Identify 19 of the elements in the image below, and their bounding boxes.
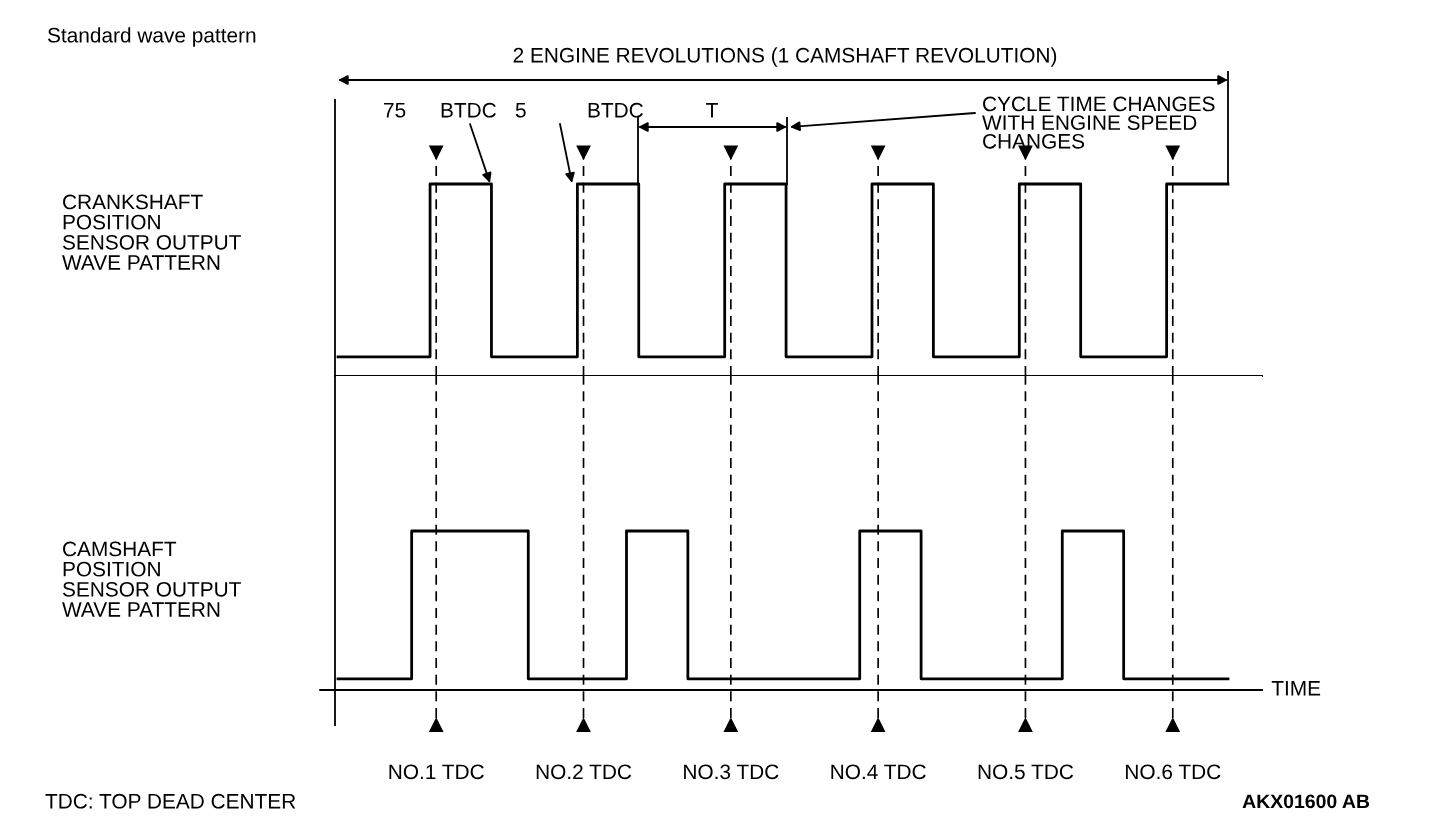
x-tick-label: NO.5 TDC bbox=[978, 764, 1074, 780]
text: 5 bbox=[515, 103, 526, 118]
text: BTDC bbox=[441, 102, 496, 118]
x-tick-label: NO.6 TDC bbox=[1126, 764, 1221, 780]
text: T bbox=[706, 103, 718, 118]
text: AKX01600 AB bbox=[1242, 794, 1370, 809]
text: CYCLE TIME CHANGES WITH ENGINE SPEED CHANGES bbox=[982, 96, 1215, 149]
text: TDC: TOP DEAD CENTER bbox=[45, 793, 296, 809]
text: 75 bbox=[384, 103, 406, 118]
y-axis-title: CAMSHAFT POSITION SENSOR OUTPUT WAVE PATTERN bbox=[62, 541, 241, 617]
x-tick-label: NO.3 TDC bbox=[684, 764, 779, 780]
text: Standard wave pattern bbox=[47, 27, 256, 47]
text: BTDC bbox=[588, 102, 643, 118]
x-tick-label: NO.2 TDC bbox=[536, 764, 632, 780]
text: 2 ENGINE REVOLUTIONS (1 CAMSHAFT REVOLUTION) bbox=[513, 47, 1057, 67]
x-axis-title: TIME bbox=[1271, 681, 1321, 696]
x-tick-label: NO.4 TDC bbox=[831, 764, 926, 780]
y-axis-title: CRANKSHAFT POSITION SENSOR OUTPUT WAVE PATTERN bbox=[62, 194, 241, 270]
x-tick-label: NO.1 TDC bbox=[389, 764, 484, 780]
